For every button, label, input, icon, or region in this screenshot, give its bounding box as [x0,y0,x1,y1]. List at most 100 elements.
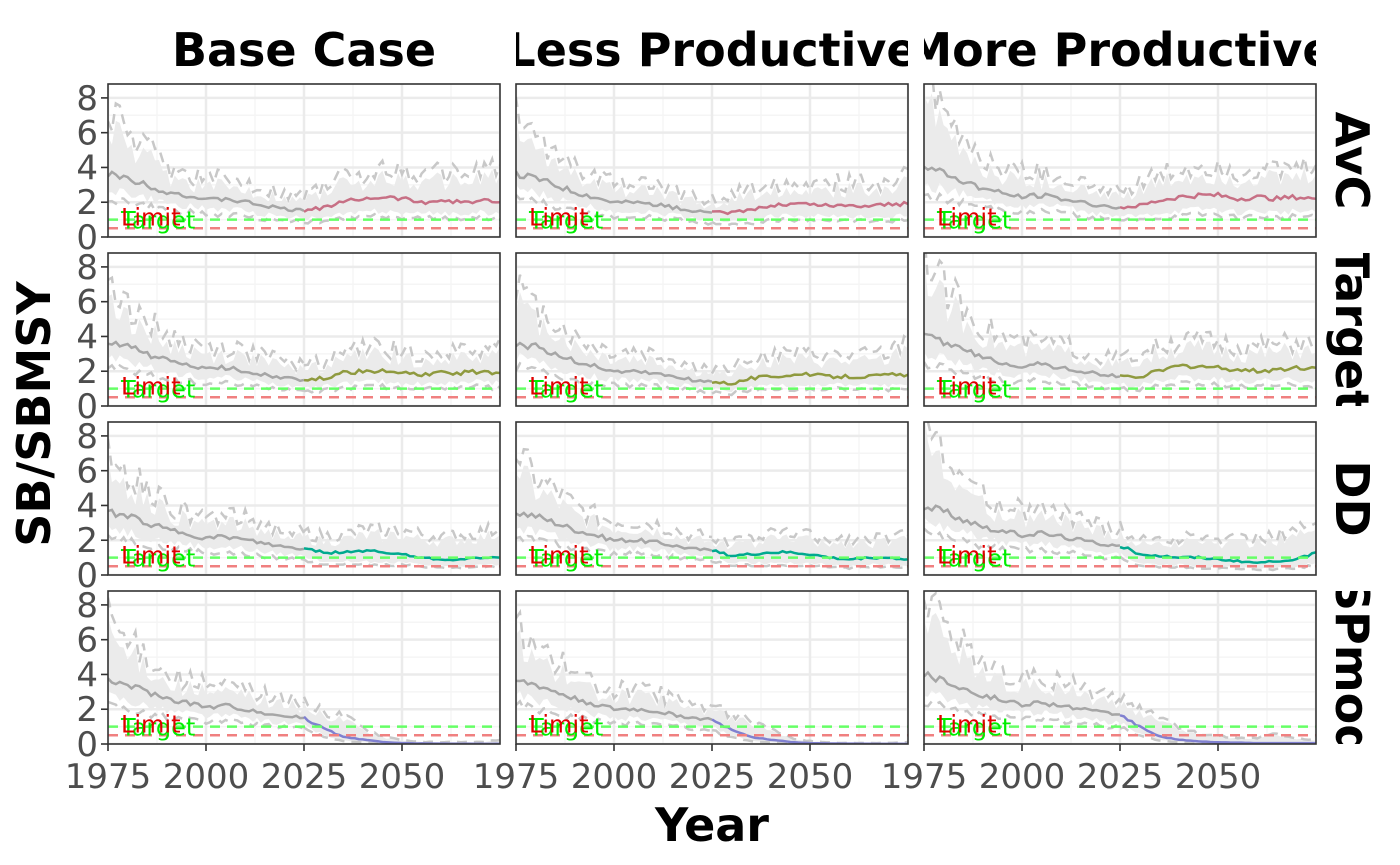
y-tick-label: 0 [76,387,98,427]
y-tick-label: 8 [76,417,98,457]
uncertainty-band-historical [108,120,304,219]
upper-bound-line-historical [924,591,1121,706]
y-tick-label: 4 [76,148,98,188]
panel-border [923,252,1317,407]
y-tick-label: 6 [76,114,98,154]
uncertainty-band-historical [516,629,712,727]
upper-bound-line-projection [302,696,500,744]
upper-bound-line-historical [924,253,1122,366]
upper-bound-line-historical [516,608,713,714]
x-tick-label: 2000 [979,757,1066,797]
limit-label: Limit [121,711,181,739]
y-tick-label: 0 [76,556,98,596]
median-line-projection [1119,191,1316,210]
column-title-less-productive: Less Productive [506,23,917,77]
upper-bound-line-projection [303,519,500,545]
y-tick-label: 0 [76,725,98,765]
median-line-projection [711,200,908,216]
lower-bound-line-historical [516,194,713,226]
median-line-historical [924,504,1121,548]
x-tick-label: 2050 [767,757,854,797]
target-label: Target [528,545,603,573]
median-line-historical [108,677,305,720]
panel-border [107,83,501,238]
upper-bound-line-historical [926,422,1122,537]
uncertainty-band-projection [304,169,500,221]
y-tick-label: 4 [76,655,98,695]
y-tick-label: 6 [76,452,98,492]
uncertainty-band-historical [516,115,712,222]
panel-border [515,252,909,407]
limit-label: Limit [529,373,589,401]
x-tick-label: 1975 [473,757,560,797]
upper-bound-line-projection [1119,326,1316,363]
x-tick-label: 2025 [669,757,756,797]
row-title-avc: AvC [1325,112,1379,210]
median-line-historical [924,670,1121,716]
uncertainty-band-projection [712,176,908,223]
upper-bound-line-historical [108,438,306,539]
median-line-projection [303,368,500,382]
upper-bound-line-projection [710,333,908,375]
limit-label: Limit [529,204,589,232]
lower-bound-line-projection [303,382,500,394]
x-tick-label: 2000 [163,757,250,797]
x-axis-title: Year [654,798,769,852]
panel-border [515,83,909,238]
y-tick-label: 6 [76,283,98,323]
median-line-projection [303,195,500,213]
lower-bound-line-historical [516,699,713,732]
upper-bound-line-historical [516,274,713,374]
target-label: Target [120,376,195,404]
column-title-more-productive: More Productive [906,23,1333,77]
y-tick-label: 8 [76,79,98,119]
limit-label: Limit [937,204,997,232]
y-tick-label: 6 [76,621,98,661]
uncertainty-band-historical [924,613,1120,725]
upper-bound-line-projection [1118,692,1316,742]
lower-bound-line-historical [516,361,713,395]
target-label: Target [936,376,1011,404]
lower-bound-line-historical [108,363,305,393]
limit-label: Limit [121,204,181,232]
limit-label: Limit [937,711,997,739]
target-label: Target [936,714,1011,742]
median-line-projection [1119,714,1316,744]
limit-label: Limit [529,711,589,739]
panel-border [107,252,501,407]
median-line-historical [924,165,1121,210]
x-tick-label: 2025 [261,757,348,797]
panel-border [515,421,909,576]
upper-bound-line-projection [303,335,500,370]
row-title-target: Target [1325,247,1379,412]
target-label: Target [120,207,195,235]
median-line-historical [108,508,305,551]
target-label: Target [120,714,195,742]
limit-label: Limit [937,373,997,401]
median-line-historical [516,170,713,214]
x-tick-label: 2025 [1077,757,1164,797]
panel-border [107,421,501,576]
upper-bound-line-historical [108,275,306,373]
upper-bound-line-projection [302,154,500,201]
y-tick-label: 2 [76,521,98,561]
panel-border [923,421,1317,576]
y-tick-label: 8 [76,248,98,288]
lower-bound-line-historical [516,534,713,564]
